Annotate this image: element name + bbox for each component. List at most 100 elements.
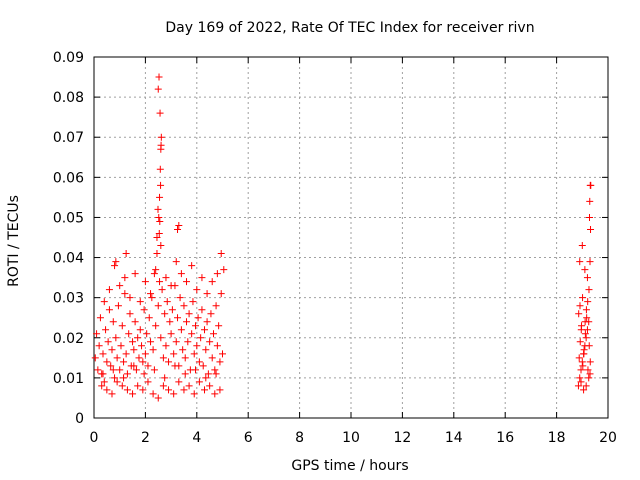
- data-point: [211, 366, 219, 374]
- data-point: [580, 386, 588, 394]
- data-point: [585, 374, 593, 382]
- x-tick-labels: 0 2 4 6 8 10 12 14 16 18 20: [90, 430, 617, 446]
- data-point: [111, 374, 119, 382]
- data-point: [153, 250, 161, 258]
- y-tick-label: 0.03: [53, 291, 84, 307]
- data-point: [159, 354, 167, 362]
- data-point: [204, 370, 212, 378]
- data-point: [582, 334, 590, 342]
- data-point: [141, 278, 149, 286]
- data-point: [111, 262, 119, 270]
- data-point: [100, 378, 108, 386]
- data-point: [93, 330, 101, 338]
- data-point: [167, 282, 175, 290]
- x-tick-label: 6: [244, 430, 253, 446]
- data-point: [585, 213, 593, 221]
- data-point: [121, 274, 129, 282]
- data-point: [176, 294, 184, 302]
- data-point: [181, 370, 189, 378]
- data-point: [161, 310, 169, 318]
- data-point: [131, 270, 139, 278]
- data-point: [586, 197, 594, 205]
- data-point: [586, 258, 594, 266]
- data-point: [202, 346, 210, 354]
- data-point: [582, 382, 590, 390]
- data-point: [210, 330, 218, 338]
- data-point: [575, 354, 583, 362]
- data-point: [152, 322, 160, 330]
- data-point: [139, 358, 147, 366]
- x-tick-label: 10: [342, 430, 360, 446]
- data-point: [156, 109, 164, 117]
- data-point: [145, 314, 153, 322]
- data-point: [581, 318, 589, 326]
- x-tick-label: 20: [599, 430, 617, 446]
- data-point: [585, 342, 593, 350]
- data-point: [202, 374, 210, 382]
- data-point: [156, 278, 164, 286]
- data-point: [198, 306, 206, 314]
- data-point: [139, 386, 147, 394]
- data-point: [583, 326, 591, 334]
- y-axis-label: ROTI / TECUs: [6, 195, 22, 287]
- data-point: [96, 314, 104, 322]
- data-point: [576, 258, 584, 266]
- data-point: [577, 378, 585, 386]
- data-point: [154, 302, 162, 310]
- data-point: [154, 394, 162, 402]
- data-point: [216, 386, 224, 394]
- data-point: [154, 205, 162, 213]
- data-point: [206, 338, 214, 346]
- data-point: [157, 334, 165, 342]
- data-point: [144, 362, 152, 370]
- data-point: [188, 330, 196, 338]
- data-point: [125, 330, 133, 338]
- x-tick-label: 16: [496, 430, 514, 446]
- data-point: [580, 350, 588, 358]
- data-point: [150, 366, 158, 374]
- data-point: [207, 310, 215, 318]
- data-point: [105, 306, 113, 314]
- data-point: [576, 374, 584, 382]
- data-point: [578, 242, 586, 250]
- data-point: [94, 366, 102, 374]
- data-point: [213, 342, 221, 350]
- data-point: [192, 322, 200, 330]
- data-point: [575, 310, 583, 318]
- data-point: [144, 378, 152, 386]
- data-point: [213, 270, 221, 278]
- data-point: [193, 286, 201, 294]
- data-point: [583, 314, 591, 322]
- data-point: [175, 378, 183, 386]
- data-point: [147, 338, 155, 346]
- data-point: [217, 290, 225, 298]
- data-point: [103, 386, 111, 394]
- data-point: [586, 358, 594, 366]
- axis-ticks: [93, 56, 609, 419]
- data-point: [100, 298, 108, 306]
- data-point: [203, 290, 211, 298]
- data-point: [156, 165, 164, 173]
- data-point: [184, 338, 192, 346]
- data-point: [122, 250, 130, 258]
- data-point: [577, 366, 585, 374]
- data-point: [131, 318, 139, 326]
- data-point: [99, 370, 107, 378]
- data-point: [136, 298, 144, 306]
- data-point: [577, 326, 585, 334]
- data-point: [194, 314, 202, 322]
- data-point: [155, 229, 163, 237]
- data-point: [212, 370, 220, 378]
- data-point: [177, 326, 185, 334]
- data-point: [129, 338, 137, 346]
- data-point: [183, 278, 191, 286]
- data-point: [126, 294, 134, 302]
- data-point: [109, 366, 117, 374]
- data-point: [112, 334, 120, 342]
- data-point: [157, 242, 165, 250]
- data-point: [141, 350, 149, 358]
- data-point: [181, 354, 189, 362]
- data-point: [120, 374, 128, 382]
- data-point: [215, 322, 223, 330]
- data-point: [116, 282, 124, 290]
